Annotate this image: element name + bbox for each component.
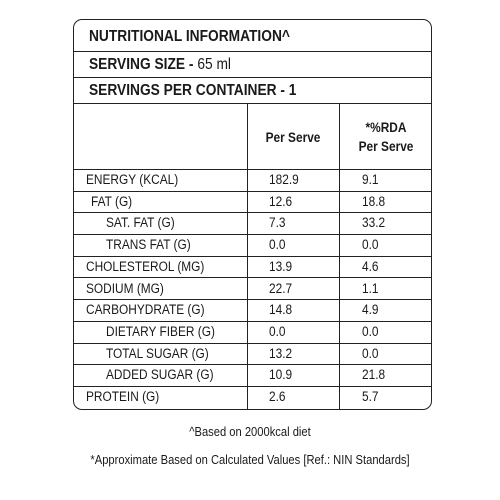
rda-value: 4.9 <box>362 302 379 318</box>
nutrient-name: PROTEIN (G) <box>86 389 160 404</box>
nutrient-name: CHOLESTEROL (MG) <box>86 258 205 274</box>
per-serve-value: 10.9 <box>269 367 293 383</box>
rda-value: 33.2 <box>362 215 386 231</box>
servings-per-container-row: SERVINGS PER CONTAINER - 1 <box>74 78 431 104</box>
per-serve-value: 12.6 <box>269 193 293 209</box>
footnote-approx: *Approximate Based on Calculated Values … <box>90 452 410 467</box>
nutrient-name: SODIUM (MG) <box>86 280 164 296</box>
nutrient-name: ENERGY (KCAL) <box>86 172 179 187</box>
rda-value: 9.1 <box>362 172 379 187</box>
rda-value: 18.8 <box>362 193 386 209</box>
rda-value: 0.0 <box>362 237 379 253</box>
nutrient-row: SAT. FAT (G) 7.3 33.2 <box>74 213 431 236</box>
per-serve-value: 7.3 <box>269 215 286 231</box>
nutrient-row: CHOLESTEROL (MG) 13.9 4.6 <box>74 257 431 279</box>
footnote-basis: ^Based on 2000kcal diet <box>189 424 311 439</box>
nutrient-row: DIETARY FIBER (G) 0.0 0.0 <box>74 322 431 344</box>
per-serve-value: 0.0 <box>269 237 286 253</box>
rda-value: 1.1 <box>362 280 379 296</box>
nutrient-name: SAT. FAT (G) <box>106 215 175 231</box>
nutrient-name: TRANS FAT (G) <box>106 237 191 253</box>
nutrient-row: ENERGY (KCAL) 182.9 9.1 <box>74 170 431 192</box>
nutrient-row: FAT (G) 12.6 18.8 <box>74 192 431 214</box>
per-serve-value: 13.9 <box>269 258 293 274</box>
rda-value: 21.8 <box>362 367 386 383</box>
title-row: NUTRITIONAL INFORMATION^ <box>74 20 431 52</box>
column-header-row: Per Serve *%RDA Per Serve <box>74 104 431 170</box>
nutrient-table: Per Serve *%RDA Per Serve ENERGY (KCAL) 1… <box>74 104 431 409</box>
rda-header-line2: Per Serve <box>358 139 414 154</box>
servings-per-container: SERVINGS PER CONTAINER - 1 <box>89 82 297 99</box>
per-serve-value: 2.6 <box>269 389 286 404</box>
nutrient-name: CARBOHYDRATE (G) <box>86 302 205 318</box>
rda-value: 4.6 <box>362 258 379 274</box>
per-serve-value: 14.8 <box>269 302 293 318</box>
nutrient-name: DIETARY FIBER (G) <box>106 323 215 339</box>
nutrient-name: FAT (G) <box>91 193 133 209</box>
per-serve-header: Per Serve <box>265 130 321 145</box>
nutrient-row: PROTEIN (G) 2.6 5.7 <box>74 387 431 409</box>
nutrient-row: SODIUM (MG) 22.7 1.1 <box>74 279 431 301</box>
serving-size-value: 65 ml <box>197 56 231 73</box>
per-serve-value: 182.9 <box>269 172 299 187</box>
per-serve-value: 0.0 <box>269 323 286 339</box>
serving-size: SERVING SIZE - 65 ml <box>89 56 231 74</box>
nutrition-panel: NUTRITIONAL INFORMATION^ SERVING SIZE - … <box>73 19 432 410</box>
serving-size-label: SERVING SIZE - <box>89 56 198 73</box>
nutrient-name: ADDED SUGAR (G) <box>106 367 214 383</box>
rda-value: 5.7 <box>362 389 379 404</box>
per-serve-value: 22.7 <box>269 280 293 296</box>
nutrient-row: TRANS FAT (G) 0.0 0.0 <box>74 235 431 257</box>
nutrient-row: TOTAL SUGAR (G) 13.2 0.0 <box>74 344 431 366</box>
nutrient-row: ADDED SUGAR (G) 10.9 21.8 <box>74 365 431 387</box>
rda-value: 0.0 <box>362 323 379 339</box>
rda-header-line1: *%RDA <box>365 120 407 135</box>
per-serve-value: 13.2 <box>269 345 293 361</box>
nutrient-name: TOTAL SUGAR (G) <box>106 345 209 361</box>
rda-header: *%RDA Per Serve <box>346 118 427 156</box>
panel-title: NUTRITIONAL INFORMATION^ <box>89 28 290 45</box>
serving-size-row: SERVING SIZE - 65 ml <box>74 52 431 78</box>
nutrient-row: CARBOHYDRATE (G) 14.8 4.9 <box>74 300 431 322</box>
rda-value: 0.0 <box>362 345 379 361</box>
